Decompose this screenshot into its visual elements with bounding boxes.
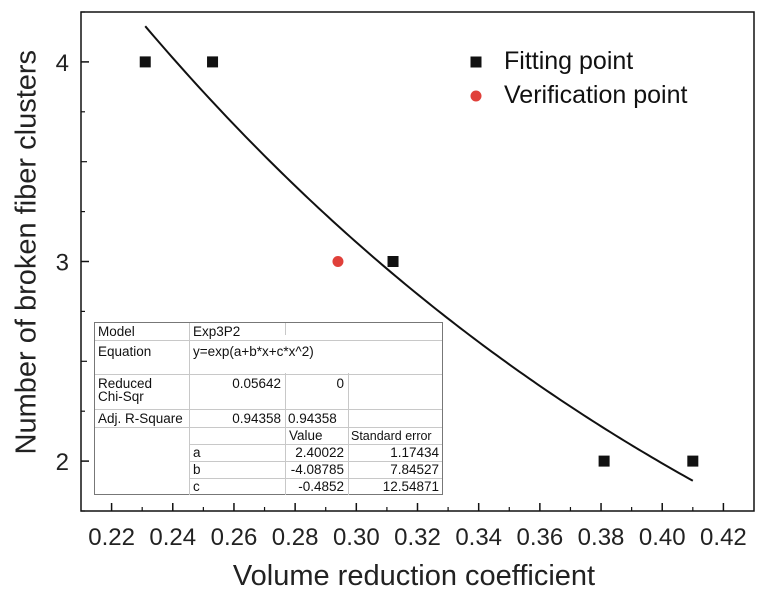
legend-verification-label: Verification point [504,81,688,109]
table-divider [189,461,442,462]
table-model-label: Model [98,324,135,339]
table-divider [348,373,349,495]
table-model-value: Exp3P2 [193,324,241,339]
x-tick-label: 0.36 [517,524,564,551]
table-param-name: a [193,445,201,460]
x-tick-label: 0.40 [639,524,686,551]
x-tick-label: 0.24 [149,524,196,551]
table-chi-value-2: 0 [336,376,344,391]
table-chi-value: 0.05642 [232,376,281,391]
table-divider [285,323,286,335]
x-tick-label: 0.42 [700,524,747,551]
x-tick-label: 0.38 [578,524,625,551]
table-divider [95,374,442,375]
y-axis-ticks: 2 3 4 [56,11,89,512]
table-param-stderr: 12.54871 [382,479,439,494]
table-equation-label: Equation [98,344,152,359]
x-tick-label: 0.34 [455,524,502,551]
table-chi-label-1: Reduced [98,376,153,391]
y-axis-title: Number of broken fiber clusters [10,49,43,455]
table-stderr-header: Standard error [351,429,432,443]
legend-circle-marker [470,90,482,102]
table-divider [285,373,286,495]
data-points [139,56,699,467]
table-value-header: Value [289,428,323,443]
table-chi-label-2: Chi-Sqr [98,389,144,404]
legend-fitting: Fitting point [470,47,633,76]
table-divider [95,427,442,428]
table-divider [189,478,442,479]
fitting-point [207,56,219,68]
verification-point [332,256,344,267]
x-tick-label: 0.26 [211,524,258,551]
fitting-point [387,256,399,267]
fitting-point [687,455,699,467]
table-param-name: c [193,479,200,494]
fit-statistics-table: Model Exp3P2 Equation y=exp(a+b*x+c*x^2)… [94,322,443,495]
x-axis-ticks: 0.22 0.24 0.26 0.28 0.30 0.32 0.34 0.36 0.38 0.40… [88,503,747,551]
table-param-name: b [193,462,201,477]
table-divider [95,409,442,410]
x-tick-label: 0.30 [333,524,380,551]
x-tick-label: 0.32 [394,524,441,551]
table-divider [95,340,442,341]
fitting-point [598,455,610,467]
table-r2-value-2: 0.94358 [288,411,337,426]
y-tick-label: 2 [56,449,69,476]
fitting-point [139,56,151,68]
table-equation-value: y=exp(a+b*x+c*x^2) [193,344,314,359]
y-tick-label: 4 [56,50,69,77]
table-r2-label: Adj. R-Square [98,411,183,426]
fit-curve [144,25,694,482]
legend-square-marker [470,56,482,68]
x-tick-label: 0.28 [272,524,319,551]
x-tick-label: 0.22 [88,524,135,551]
table-param-stderr: 7.84527 [390,462,439,477]
legend-fitting-label: Fitting point [504,47,634,75]
table-param-value: -0.4852 [298,479,344,494]
x-axis-title: Volume reduction coefficient [232,560,596,592]
legend-verification: Verification point [470,81,687,110]
y-tick-label: 3 [56,250,69,277]
table-param-value: 2.40022 [295,445,344,460]
table-r2-value: 0.94358 [232,411,281,426]
table-divider [189,444,442,445]
table-param-value: -4.08785 [290,462,344,477]
table-param-stderr: 1.17434 [390,445,439,460]
